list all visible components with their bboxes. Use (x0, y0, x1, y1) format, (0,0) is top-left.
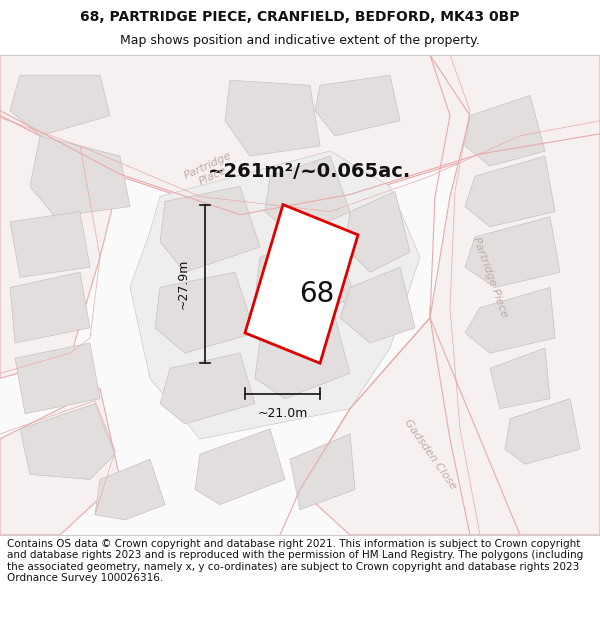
Polygon shape (160, 353, 255, 424)
Polygon shape (265, 156, 350, 237)
Text: Map shows position and indicative extent of the property.: Map shows position and indicative extent… (120, 34, 480, 47)
Polygon shape (0, 116, 120, 378)
Polygon shape (0, 55, 600, 217)
Polygon shape (465, 288, 555, 353)
Polygon shape (195, 429, 285, 504)
Polygon shape (465, 156, 555, 227)
Text: ~261m²/~0.065ac.: ~261m²/~0.065ac. (208, 162, 412, 181)
Polygon shape (315, 75, 400, 136)
Polygon shape (245, 204, 358, 363)
Polygon shape (340, 268, 415, 343)
Polygon shape (255, 318, 350, 399)
Polygon shape (155, 272, 255, 353)
Polygon shape (505, 399, 580, 464)
Polygon shape (30, 136, 130, 217)
Text: ~21.0m: ~21.0m (257, 408, 308, 420)
Polygon shape (20, 404, 115, 479)
Polygon shape (130, 151, 420, 439)
Polygon shape (465, 96, 545, 166)
Text: 68: 68 (299, 280, 334, 308)
Text: ~27.9m: ~27.9m (176, 259, 190, 309)
Text: Gadsden Close: Gadsden Close (402, 418, 458, 491)
Text: Partridge Piece: Partridge Piece (471, 236, 509, 319)
Polygon shape (15, 343, 100, 414)
Polygon shape (95, 459, 165, 520)
Polygon shape (290, 434, 355, 510)
Polygon shape (465, 217, 560, 288)
Polygon shape (225, 80, 320, 156)
Polygon shape (255, 237, 355, 322)
Text: Partridge
Place: Partridge Place (182, 151, 238, 192)
Polygon shape (300, 318, 520, 535)
Polygon shape (10, 212, 90, 278)
Polygon shape (160, 186, 260, 272)
Polygon shape (10, 272, 90, 343)
Polygon shape (0, 389, 120, 535)
Polygon shape (10, 75, 110, 136)
Polygon shape (490, 348, 550, 409)
Polygon shape (345, 191, 410, 272)
Text: Contains OS data © Crown copyright and database right 2021. This information is : Contains OS data © Crown copyright and d… (7, 539, 583, 583)
Text: 68, PARTRIDGE PIECE, CRANFIELD, BEDFORD, MK43 0BP: 68, PARTRIDGE PIECE, CRANFIELD, BEDFORD,… (80, 10, 520, 24)
Polygon shape (430, 55, 600, 535)
